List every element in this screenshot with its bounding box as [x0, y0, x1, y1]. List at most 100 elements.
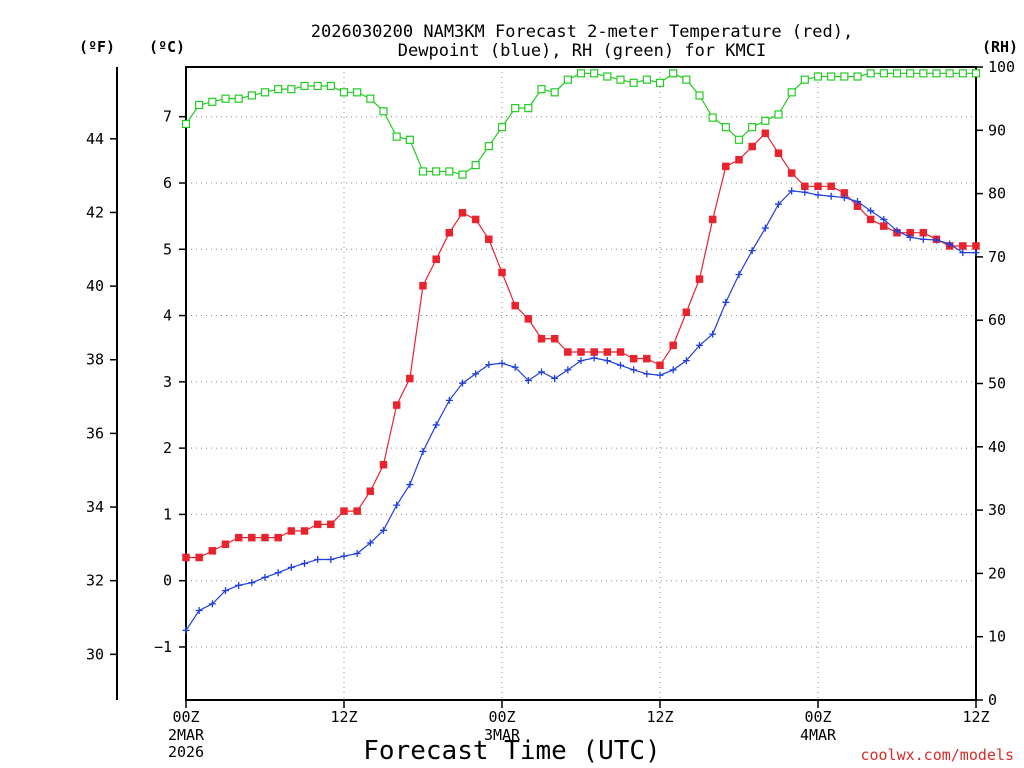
temperature-point [498, 268, 506, 277]
rh-point [616, 75, 625, 84]
dewpoint-point [445, 396, 453, 404]
temperature-point [774, 149, 783, 157]
fahrenheit-tick-label: 44 [86, 130, 104, 148]
rh-point [576, 69, 586, 78]
dewpoint-point [577, 357, 585, 365]
rh-point [537, 85, 546, 94]
temperature-point [340, 507, 348, 515]
temperature-point [616, 348, 625, 356]
dewpoint-point [380, 526, 387, 534]
dewpoint-point [524, 377, 532, 385]
rh-point [853, 72, 862, 81]
rh-point [234, 94, 243, 103]
temperature-point [511, 301, 519, 310]
x-date-label: 4MAR [800, 726, 837, 744]
temperature-point [524, 315, 533, 323]
rh-point [484, 142, 493, 151]
axes [110, 66, 983, 708]
temperature-point [682, 308, 691, 316]
temperature-point [880, 222, 888, 230]
temperature-point [353, 507, 361, 515]
temperature-point [366, 487, 375, 495]
rh-point [181, 119, 191, 129]
temperature-point [379, 460, 388, 469]
rh-point [313, 81, 322, 91]
dewpoint-point [788, 187, 796, 195]
rh-axis-label: (RH) [982, 38, 1018, 56]
dewpoint-point [801, 188, 809, 196]
rh-tick-label: 50 [988, 375, 1006, 393]
temperature-point [735, 156, 743, 164]
dewpoint-point [222, 587, 229, 595]
rh-point [326, 81, 335, 91]
rh-tick-label: 40 [988, 438, 1006, 456]
temperature-point [643, 354, 651, 363]
credit-link[interactable]: coolwx.com/models [860, 746, 1014, 764]
temperature-point [801, 182, 809, 191]
celsius-tick-label: 5 [163, 240, 172, 258]
celsius-tick-label: 7 [163, 108, 172, 126]
rh-point [813, 72, 823, 81]
x-tick-label: 12Z [646, 708, 673, 726]
dewpoint-point [406, 481, 414, 489]
rh-point [945, 69, 954, 78]
celsius-tick-label: 0 [163, 572, 172, 590]
rh-point [471, 161, 480, 170]
rh-point [879, 69, 888, 78]
temperature-point [669, 341, 677, 350]
temperature-point [208, 547, 217, 555]
celsius-tick-label: 1 [163, 505, 172, 523]
dewpoint-point [261, 573, 269, 581]
celsius-tick-label: 6 [163, 174, 172, 192]
temperature-line [186, 132, 976, 559]
temperature-point [656, 361, 664, 370]
rh-point [353, 88, 362, 97]
temperature-point [471, 215, 480, 224]
rh-point [734, 135, 744, 144]
dewpoint-point [814, 191, 822, 199]
fahrenheit-tick-label: 42 [86, 203, 104, 221]
dewpoint-point [617, 361, 624, 369]
temperature-point [327, 520, 335, 529]
dewpoint-point [538, 368, 545, 376]
temperature-point [234, 533, 243, 542]
rh-point [221, 94, 230, 103]
temperature-point [287, 527, 296, 535]
rh-tick-label: 30 [988, 501, 1006, 519]
temperature-point [695, 275, 704, 283]
rh-point [800, 75, 809, 84]
dewpoint-point [959, 249, 967, 257]
temperature-point [300, 527, 309, 535]
temperature-point [313, 520, 322, 529]
temperature-point [629, 354, 638, 363]
x-tick-label: 00Z [804, 708, 831, 726]
fahrenheit-tick-label: 30 [86, 645, 104, 663]
temperature-point [722, 162, 730, 171]
rh-point [695, 91, 704, 100]
rh-point [590, 69, 599, 78]
temperature-point [261, 533, 269, 542]
rh-point [721, 123, 730, 132]
dewpoint-point [551, 375, 559, 383]
rh-tick-label: 10 [988, 628, 1006, 646]
temperature-point [221, 540, 230, 548]
temperature-point [603, 348, 612, 356]
temperature-point [814, 182, 822, 191]
rh-point [906, 69, 915, 78]
fahrenheit-tick-label: 34 [86, 498, 104, 516]
rh-point [458, 170, 467, 179]
dewpoint-point [314, 555, 322, 563]
temperature-point [445, 228, 454, 237]
dewpoint-point [630, 366, 638, 374]
rh-point [524, 104, 533, 113]
rh-point [432, 167, 441, 176]
rh-tick-label: 60 [988, 311, 1006, 329]
dewpoint-point [472, 370, 480, 378]
rh-point [629, 78, 638, 87]
dewpoint-point [867, 207, 875, 215]
dewpoint-point [564, 366, 572, 374]
x-date-label: 3MAR [484, 726, 521, 744]
dewpoint-point [419, 447, 427, 455]
rh-point [932, 69, 941, 78]
rh-point [840, 72, 849, 81]
